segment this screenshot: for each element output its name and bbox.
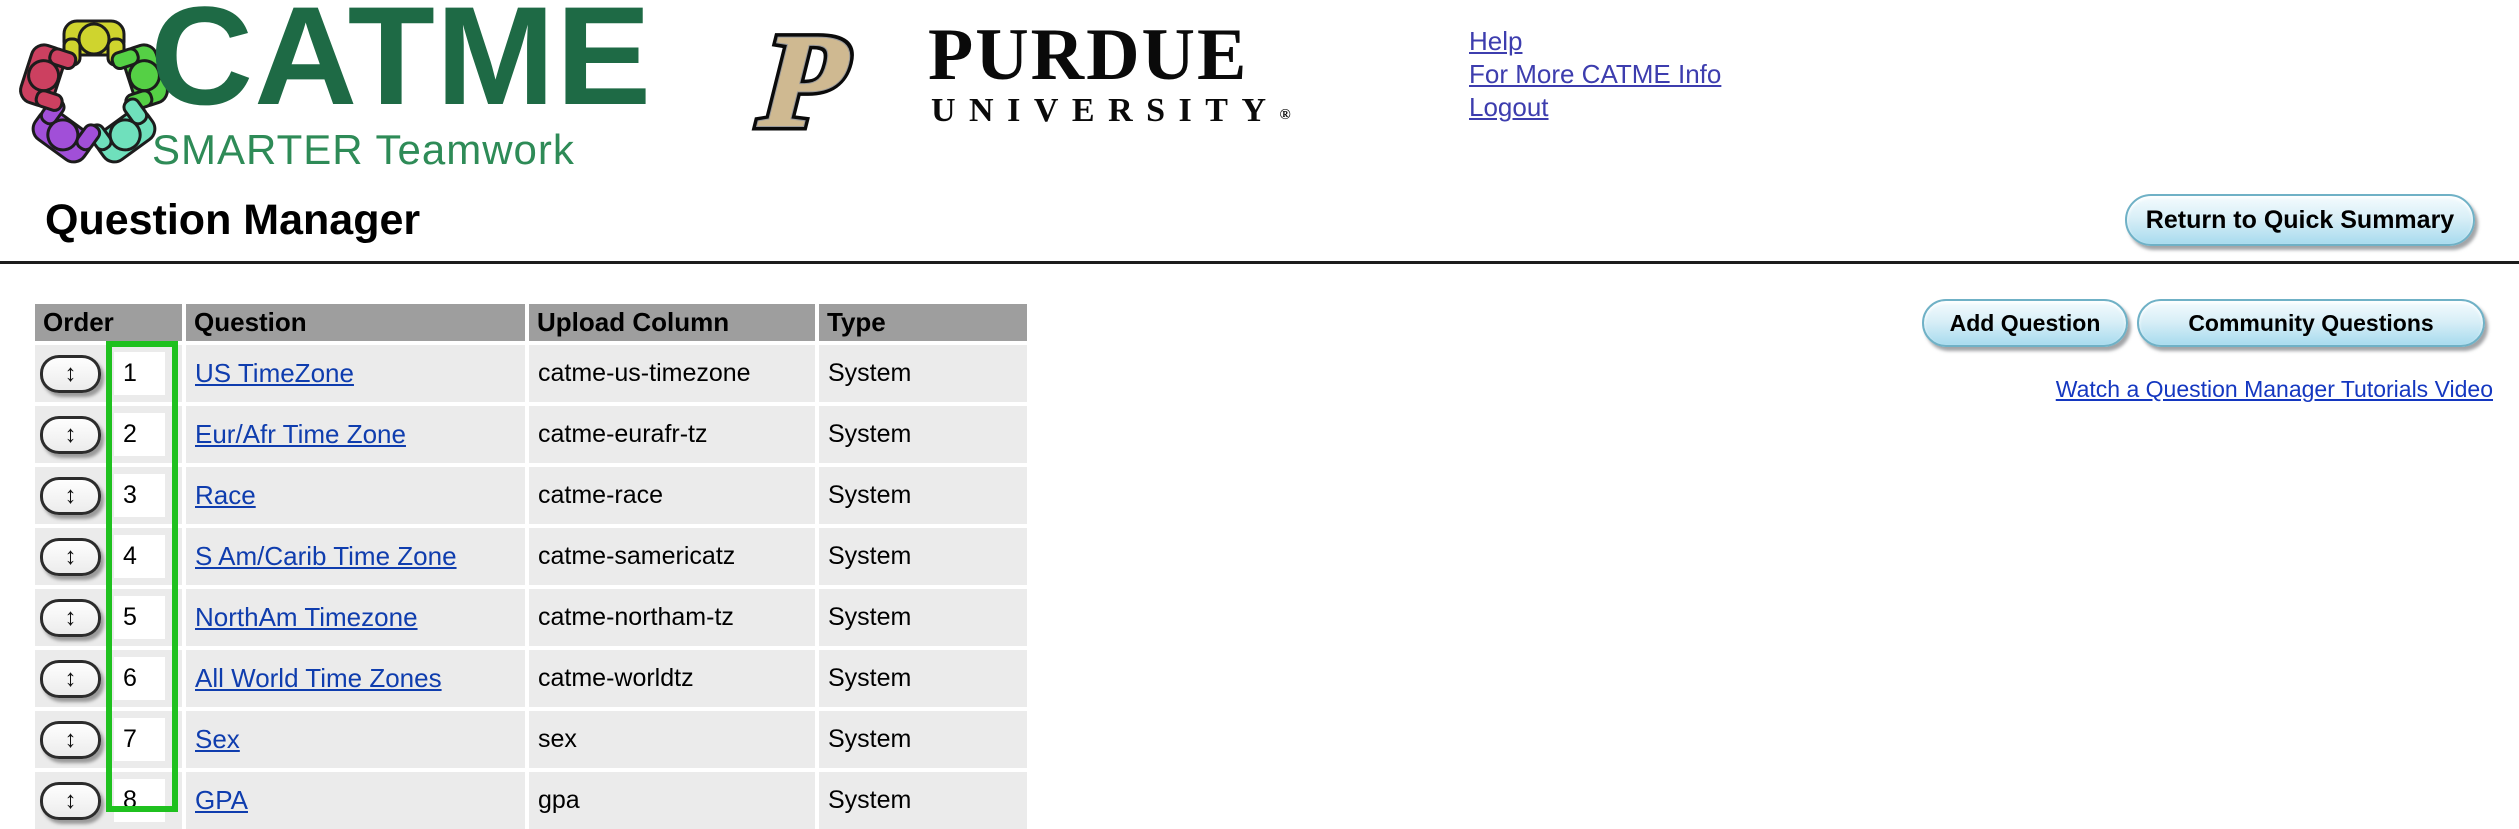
- nav-link-more-catme-info[interactable]: For More CATME Info: [1469, 59, 1722, 89]
- column-header-question: Question: [186, 304, 525, 341]
- up-down-arrow-icon: ↕: [64, 359, 77, 387]
- order-input[interactable]: [114, 474, 165, 517]
- type-cell: System: [819, 650, 1027, 707]
- order-cell: ↕: [35, 345, 182, 402]
- catme-logo-icon: [19, 19, 169, 164]
- up-down-arrow-icon: ↕: [64, 420, 77, 448]
- question-cell: GPA: [186, 772, 525, 829]
- nav-link-logout[interactable]: Logout: [1469, 92, 1549, 122]
- question-cell: Eur/Afr Time Zone: [186, 406, 525, 463]
- order-input[interactable]: [114, 596, 165, 639]
- reorder-button[interactable]: ↕: [40, 659, 101, 698]
- up-down-arrow-icon: ↕: [64, 664, 77, 692]
- question-cell: US TimeZone: [186, 345, 525, 402]
- purdue-wordmark-sub: UNIVERSITY®: [931, 94, 1291, 128]
- reorder-button[interactable]: ↕: [40, 476, 101, 515]
- question-link[interactable]: Eur/Afr Time Zone: [195, 419, 406, 449]
- type-cell: System: [819, 528, 1027, 585]
- type-cell: System: [819, 467, 1027, 524]
- order-cell: ↕: [35, 589, 182, 646]
- questions-table: Order Question Upload Column Type ↕ US T…: [35, 304, 1027, 829]
- reorder-button[interactable]: ↕: [40, 354, 101, 393]
- order-input[interactable]: [114, 413, 165, 456]
- question-cell: NorthAm Timezone: [186, 589, 525, 646]
- upload-column-cell: catme-eurafr-tz: [529, 406, 815, 463]
- upload-column-cell: catme-race: [529, 467, 815, 524]
- upload-column-cell: catme-worldtz: [529, 650, 815, 707]
- column-header-upload-column: Upload Column: [529, 304, 815, 341]
- upload-column-cell: gpa: [529, 772, 815, 829]
- registered-mark: ®: [1279, 107, 1291, 123]
- up-down-arrow-icon: ↕: [64, 603, 77, 631]
- purdue-wordmark: PURDUE: [928, 14, 1249, 96]
- page-title: Question Manager: [45, 196, 421, 244]
- question-link[interactable]: GPA: [195, 785, 248, 815]
- title-divider: [0, 261, 2519, 264]
- up-down-arrow-icon: ↕: [64, 725, 77, 753]
- reorder-button[interactable]: ↕: [40, 781, 101, 820]
- type-cell: System: [819, 711, 1027, 768]
- up-down-arrow-icon: ↕: [64, 481, 77, 509]
- question-link[interactable]: All World Time Zones: [195, 663, 442, 693]
- up-down-arrow-icon: ↕: [64, 542, 77, 570]
- question-cell: All World Time Zones: [186, 650, 525, 707]
- reorder-button[interactable]: ↕: [40, 415, 101, 454]
- order-cell: ↕: [35, 467, 182, 524]
- question-cell: S Am/Carib Time Zone: [186, 528, 525, 585]
- order-cell: ↕: [35, 650, 182, 707]
- order-input[interactable]: [114, 657, 165, 700]
- question-link[interactable]: NorthAm Timezone: [195, 602, 418, 632]
- order-cell: ↕: [35, 772, 182, 829]
- order-input[interactable]: [114, 535, 165, 578]
- purdue-p-icon: P P: [750, 22, 871, 147]
- upload-column-cell: sex: [529, 711, 815, 768]
- community-questions-button[interactable]: Community Questions: [2137, 299, 2485, 347]
- order-input[interactable]: [114, 779, 165, 822]
- column-header-type: Type: [819, 304, 1027, 341]
- upload-column-cell: catme-samericatz: [529, 528, 815, 585]
- svg-text:P: P: [750, 22, 866, 147]
- up-down-arrow-icon: ↕: [64, 786, 77, 814]
- question-cell: Sex: [186, 711, 525, 768]
- question-link[interactable]: US TimeZone: [195, 358, 354, 388]
- reorder-button[interactable]: ↕: [40, 537, 101, 576]
- purdue-university-text: UNIVERSITY: [931, 92, 1280, 129]
- reorder-button[interactable]: ↕: [40, 720, 101, 759]
- order-cell: ↕: [35, 528, 182, 585]
- type-cell: System: [819, 589, 1027, 646]
- question-cell: Race: [186, 467, 525, 524]
- reorder-button[interactable]: ↕: [40, 598, 101, 637]
- catme-wordmark: CATME: [150, 0, 653, 134]
- type-cell: System: [819, 772, 1027, 829]
- question-link[interactable]: Sex: [195, 724, 240, 754]
- tutorial-video-link[interactable]: Watch a Question Manager Tutorials Video: [2055, 376, 2493, 402]
- upload-column-cell: catme-us-timezone: [529, 345, 815, 402]
- catme-tagline: SMARTER Teamwork: [152, 126, 575, 173]
- order-cell: ↕: [35, 406, 182, 463]
- column-header-order: Order: [35, 304, 182, 341]
- add-question-button[interactable]: Add Question: [1922, 299, 2128, 347]
- type-cell: System: [819, 345, 1027, 402]
- order-cell: ↕: [35, 711, 182, 768]
- type-cell: System: [819, 406, 1027, 463]
- question-link[interactable]: S Am/Carib Time Zone: [195, 541, 457, 571]
- nav-link-help[interactable]: Help: [1469, 26, 1523, 56]
- order-input[interactable]: [114, 718, 165, 761]
- order-input[interactable]: [114, 352, 165, 395]
- top-nav: Help For More CATME Info Logout: [1469, 25, 1721, 124]
- question-link[interactable]: Race: [195, 480, 256, 510]
- return-to-quick-summary-button[interactable]: Return to Quick Summary: [2125, 194, 2475, 246]
- upload-column-cell: catme-northam-tz: [529, 589, 815, 646]
